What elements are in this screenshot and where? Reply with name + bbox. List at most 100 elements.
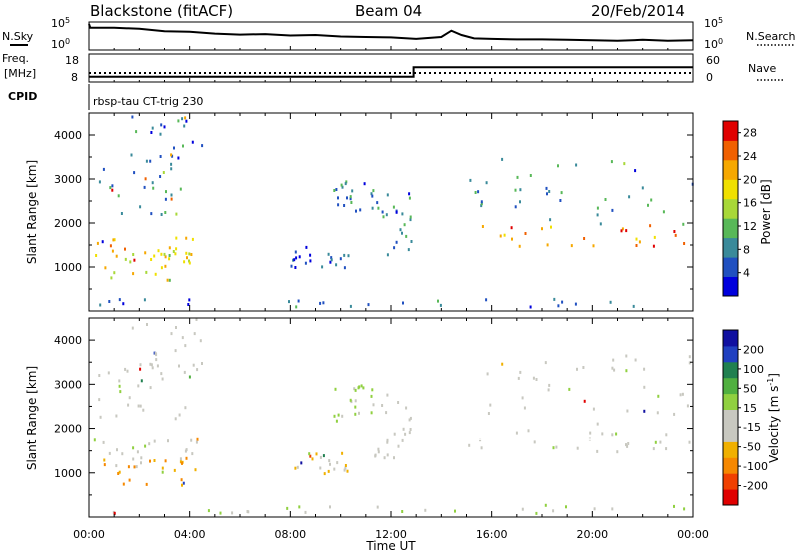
data-cell — [336, 461, 339, 465]
data-cell — [161, 377, 164, 381]
data-cell — [349, 195, 352, 199]
data-cell — [172, 250, 175, 253]
data-cell — [665, 433, 668, 437]
data-cell — [159, 132, 162, 136]
data-cell — [576, 367, 578, 371]
colorbar-swatch — [723, 425, 738, 442]
data-cell — [139, 205, 142, 209]
data-cell — [140, 456, 143, 460]
colorbar-tick-label: 16 — [743, 197, 757, 210]
data-cell — [395, 240, 398, 244]
freq-tick-8: 8 — [71, 71, 78, 84]
data-cell — [343, 204, 346, 207]
x-tick-label: 00:00 — [73, 528, 105, 541]
data-cell — [386, 193, 389, 197]
data-cell — [345, 180, 348, 184]
data-cell — [153, 439, 156, 443]
data-cell — [323, 472, 326, 476]
data-cell — [545, 186, 548, 190]
data-cell — [625, 443, 627, 447]
data-cell — [372, 403, 375, 407]
data-cell — [177, 156, 180, 160]
data-cell — [405, 406, 408, 410]
data-cell — [501, 362, 504, 366]
data-cell — [386, 440, 389, 444]
data-cell — [596, 213, 599, 217]
data-cell — [546, 243, 549, 247]
colorbar-swatch — [723, 489, 738, 506]
data-cell — [548, 383, 551, 387]
data-cell — [688, 440, 691, 444]
data-cell — [521, 507, 524, 511]
colorbar-swatch — [723, 393, 738, 410]
data-cell — [175, 326, 177, 329]
data-cell — [469, 178, 472, 182]
data-cell — [179, 457, 182, 461]
data-cell — [159, 155, 162, 158]
data-cell — [168, 278, 171, 282]
data-cell — [329, 462, 331, 466]
data-cell — [657, 394, 660, 398]
data-cell — [149, 362, 152, 366]
data-cell — [358, 411, 360, 415]
data-cell — [665, 447, 668, 451]
data-cell — [247, 510, 250, 514]
data-cell — [548, 190, 551, 193]
data-cell — [370, 411, 373, 415]
nsky-label: N.Sky — [2, 30, 34, 43]
data-cell — [128, 396, 131, 400]
data-cell — [140, 461, 142, 465]
data-cell — [634, 169, 637, 173]
data-cell — [517, 376, 520, 380]
data-cell — [121, 452, 124, 456]
data-cell — [574, 302, 577, 306]
data-cell — [160, 123, 163, 127]
data-cell — [124, 367, 127, 371]
data-cell — [381, 210, 384, 214]
data-cell — [154, 351, 157, 355]
data-cell — [319, 466, 322, 470]
data-cell — [135, 465, 138, 469]
data-cell — [137, 404, 140, 408]
data-cell — [182, 481, 185, 485]
data-cell — [150, 212, 153, 216]
y-tick-label: 2000 — [54, 423, 82, 436]
data-cell — [557, 304, 560, 308]
data-cell — [371, 206, 374, 210]
colorbar-tick-label: 20 — [743, 173, 757, 186]
data-cell — [179, 187, 182, 191]
data-cell — [321, 265, 324, 269]
data-cell — [327, 252, 330, 256]
data-cell — [627, 442, 630, 445]
data-cell — [654, 440, 657, 444]
data-cell — [376, 505, 379, 509]
data-cell — [647, 203, 649, 207]
data-cell — [615, 432, 618, 436]
data-cell — [162, 171, 165, 174]
data-cell — [168, 257, 171, 261]
data-cell — [99, 303, 102, 307]
nave-label: Nave — [748, 62, 776, 75]
data-cell — [330, 258, 333, 262]
colorbar-tick-label: 8 — [743, 243, 750, 256]
data-cell — [294, 250, 297, 254]
data-cell — [104, 266, 107, 270]
data-cell — [593, 507, 596, 511]
data-cell — [355, 209, 357, 213]
x-tick-label: 04:00 — [174, 528, 206, 541]
nave-tick-60: 60 — [706, 54, 720, 67]
data-cell — [151, 366, 154, 370]
data-cell — [337, 413, 340, 417]
data-cell — [547, 388, 550, 392]
data-cell — [377, 206, 380, 210]
data-cell — [625, 229, 628, 233]
data-cell — [152, 186, 155, 190]
data-cell — [101, 240, 104, 244]
data-cell — [499, 234, 502, 238]
data-cell — [115, 464, 118, 468]
data-cell — [611, 433, 614, 437]
data-cell — [377, 450, 380, 454]
colorbar-swatch — [723, 179, 738, 200]
colorbar-swatch — [723, 473, 738, 490]
velocity-colorbar: 200 100 50 15 -15 -50 -100 -200 — [722, 329, 768, 506]
